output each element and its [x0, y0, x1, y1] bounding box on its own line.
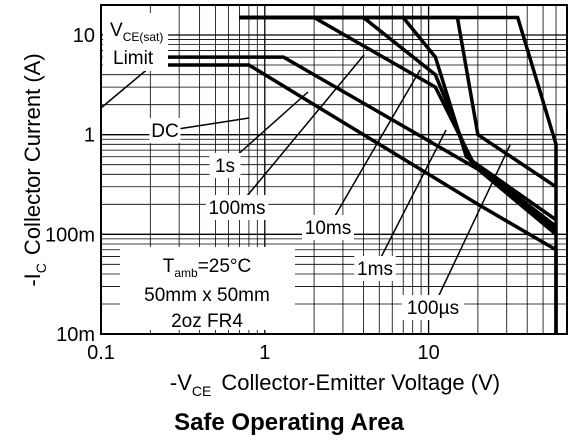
- annotation-leaders: [100, 54, 511, 309]
- condition-tamb-sub: amb: [174, 266, 198, 280]
- y-tick-label: 100m: [45, 224, 95, 246]
- annotation-1s: 1s: [215, 156, 235, 177]
- leader-1ms: [374, 129, 447, 270]
- x-axis-label: -VCE Collector-Emitter Voltage (V): [170, 370, 500, 399]
- y-tick-label: 10: [73, 25, 95, 47]
- annotation-100us: 100µs: [407, 298, 459, 319]
- label-bg-1s: [209, 153, 241, 178]
- annotation-vce-limit: Limit: [113, 48, 154, 69]
- chart-title: Safe Operating Area: [174, 409, 405, 436]
- x-axis-label-prefix: -V: [170, 370, 192, 395]
- tick-labels: 10m 100m 1 10 0.1 1 10: [45, 25, 440, 364]
- condition-board-size: 50mm x 50mm: [144, 285, 270, 306]
- annotation-vce-sat: VCE(sat): [110, 20, 163, 44]
- x-tick-label: 1: [259, 342, 270, 364]
- vce-sat-prefix: V: [110, 20, 123, 41]
- plot-frame: [100, 4, 568, 335]
- x-axis-label-sub: CE: [192, 383, 211, 399]
- x-tick-label: 10: [417, 342, 439, 364]
- label-bg-dc: [149, 118, 181, 143]
- vce-sat-sub: CE(sat): [123, 30, 164, 44]
- condition-copper: 2oz FR4: [171, 311, 243, 332]
- x-tick-label: 0.1: [87, 342, 115, 364]
- leader-vce-sat: [100, 66, 151, 109]
- label-bg-vce-sat: [103, 13, 168, 71]
- conditions-box: [120, 247, 295, 330]
- condition-tamb-prefix: T: [163, 256, 175, 277]
- y-axis-label: -IC Collector Current (A): [20, 53, 49, 286]
- annotation-dc: DC: [151, 121, 178, 142]
- y-tick-label: 1: [84, 125, 95, 147]
- y-axis-label-prefix: -I: [20, 273, 45, 286]
- condition-tamb: Tamb=25°C: [163, 256, 252, 280]
- annotation-100ms: 100ms: [208, 198, 265, 219]
- label-bg-100ms: [205, 195, 269, 220]
- annotation-1ms: 1ms: [357, 259, 393, 280]
- series-line-1s: [166, 55, 558, 236]
- leader-100us: [432, 144, 511, 309]
- leader-10ms: [327, 69, 421, 229]
- y-axis-label-text: Collector Current (A): [20, 53, 45, 255]
- annotation-10ms: 10ms: [305, 218, 351, 239]
- leader-100ms: [236, 54, 365, 209]
- y-tick-label: 10m: [56, 324, 95, 346]
- condition-tamb-text: =25°C: [198, 256, 252, 277]
- y-axis-label-sub: C: [33, 263, 49, 273]
- series-line-envelope: [239, 15, 558, 334]
- label-bg-1ms: [354, 256, 396, 281]
- label-bg-10ms: [302, 215, 354, 240]
- label-bg-100us: [401, 295, 465, 320]
- x-axis-label-text: Collector-Emitter Voltage (V): [221, 370, 500, 395]
- series-lines: [166, 15, 558, 334]
- annotation-labels: DC 1s 100ms 10ms 1ms 100µs VCE(sat) Limit Tamb=2…: [103, 13, 465, 332]
